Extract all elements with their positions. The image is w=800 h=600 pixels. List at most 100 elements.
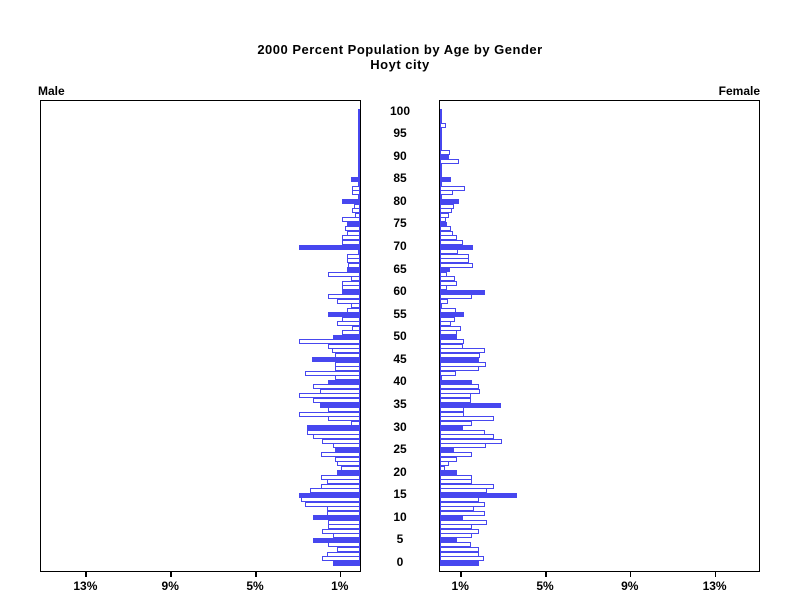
female-bar-age-46 xyxy=(440,352,481,358)
male-bar-age-90 xyxy=(358,154,360,160)
female-bar-age-25 xyxy=(440,447,454,453)
female-bar-age-12 xyxy=(440,506,474,512)
male-bar-age-2 xyxy=(326,551,360,557)
male-bar-age-69 xyxy=(357,249,360,254)
female-bar-age-67 xyxy=(440,258,469,263)
female-bar-age-4 xyxy=(440,542,471,548)
male-bar-age-47 xyxy=(332,348,360,354)
male-bar-age-4 xyxy=(328,542,360,548)
male-axis-tick-1 xyxy=(339,572,342,577)
female-bar-age-68 xyxy=(440,253,469,259)
male-bar-age-71 xyxy=(341,239,360,245)
female-bar-age-73 xyxy=(440,230,453,236)
female-bar-age-65 xyxy=(440,267,450,272)
female-bar-age-74 xyxy=(440,226,451,232)
female-bar-age-81 xyxy=(440,194,443,200)
female-bar-age-37 xyxy=(440,393,472,399)
male-bar-age-30 xyxy=(306,425,360,431)
female-bar-age-88 xyxy=(440,163,442,169)
male-bar-age-87 xyxy=(358,167,360,173)
male-bar-age-55 xyxy=(328,312,360,318)
male-bar-age-98 xyxy=(358,118,360,123)
female-bar-age-86 xyxy=(440,172,442,178)
age-label-60: 60 xyxy=(393,284,407,299)
female-bar-age-99 xyxy=(440,113,442,119)
female-bar-age-51 xyxy=(440,330,457,336)
female-bar-age-29 xyxy=(440,429,486,435)
male-bar-age-74 xyxy=(344,226,360,232)
female-bar-age-27 xyxy=(440,438,502,444)
female-bar-age-53 xyxy=(440,321,451,327)
chart-title: 2000 Percent Population by Age by Gender xyxy=(257,42,543,57)
male-bar-age-77 xyxy=(354,212,360,218)
male-bar-age-10 xyxy=(312,515,360,521)
female-bar-age-31 xyxy=(440,420,472,426)
male-bar-age-62 xyxy=(341,280,360,286)
male-bar-age-96 xyxy=(358,127,360,133)
age-label-0: 0 xyxy=(396,555,404,569)
female-bar-age-40 xyxy=(440,379,472,385)
female-bar-age-35 xyxy=(440,402,502,408)
female-bar-age-61 xyxy=(440,285,447,291)
male-axis-tick-label-13: 13% xyxy=(73,579,98,593)
female-bar-age-60 xyxy=(440,289,486,295)
female-bar-age-34 xyxy=(440,407,464,412)
female-axis-tick-9 xyxy=(629,572,632,577)
female-bar-age-79 xyxy=(440,203,454,209)
male-bar-age-31 xyxy=(351,420,360,426)
female-bar-age-57 xyxy=(440,303,443,309)
chart-subtitle: Hoyt city xyxy=(370,57,430,72)
male-bar-age-18 xyxy=(326,479,360,485)
age-label-40: 40 xyxy=(393,374,407,389)
male-bar-age-99 xyxy=(358,113,360,119)
male-bar-age-7 xyxy=(321,528,360,534)
male-bar-age-67 xyxy=(346,258,360,263)
female-bar-age-55 xyxy=(440,312,464,318)
female-bar-age-18 xyxy=(440,479,472,485)
male-bar-age-43 xyxy=(335,366,360,372)
age-label-100: 100 xyxy=(389,103,411,118)
male-bar-age-37 xyxy=(299,393,360,399)
male-bar-age-56 xyxy=(346,307,360,313)
male-bar-age-85 xyxy=(351,176,360,182)
female-bar-age-23 xyxy=(440,456,457,462)
female-bar-age-75 xyxy=(440,221,448,227)
male-bar-age-34 xyxy=(328,407,360,412)
female-panel xyxy=(439,100,760,572)
male-bar-age-21 xyxy=(340,465,360,471)
male-bar-age-39 xyxy=(312,384,360,390)
female-bar-age-39 xyxy=(440,384,479,390)
male-bar-age-84 xyxy=(358,181,360,187)
female-bar-age-82 xyxy=(440,190,453,196)
male-bar-age-59 xyxy=(328,294,360,300)
age-label-30: 30 xyxy=(393,419,407,434)
male-bar-age-92 xyxy=(358,145,360,151)
female-axis-tick-label-13: 13% xyxy=(702,579,727,593)
male-bar-age-100 xyxy=(358,109,360,114)
age-label-65: 65 xyxy=(393,261,407,276)
male-bar-age-36 xyxy=(312,398,360,403)
male-bar-age-5 xyxy=(312,537,360,543)
female-bar-age-8 xyxy=(440,524,472,530)
male-bar-age-81 xyxy=(358,194,360,200)
age-label-20: 20 xyxy=(393,464,407,479)
male-bar-age-25 xyxy=(335,447,360,453)
male-bar-age-14 xyxy=(300,497,360,503)
male-bar-age-75 xyxy=(347,221,360,227)
female-bar-age-19 xyxy=(440,474,472,480)
female-bar-age-92 xyxy=(440,145,442,151)
male-bar-age-68 xyxy=(346,253,360,259)
female-bar-age-98 xyxy=(440,118,442,123)
male-bar-age-26 xyxy=(333,443,360,449)
female-bar-age-56 xyxy=(440,307,456,313)
female-bar-age-93 xyxy=(440,140,442,146)
male-bar-age-95 xyxy=(358,131,360,137)
male-bar-age-27 xyxy=(321,438,360,444)
female-bar-age-22 xyxy=(440,461,450,467)
female-bar-age-84 xyxy=(440,181,442,187)
age-label-95: 95 xyxy=(393,126,407,141)
female-bar-age-94 xyxy=(440,136,442,142)
male-bar-age-41 xyxy=(335,375,360,381)
female-bar-age-21 xyxy=(440,465,446,471)
